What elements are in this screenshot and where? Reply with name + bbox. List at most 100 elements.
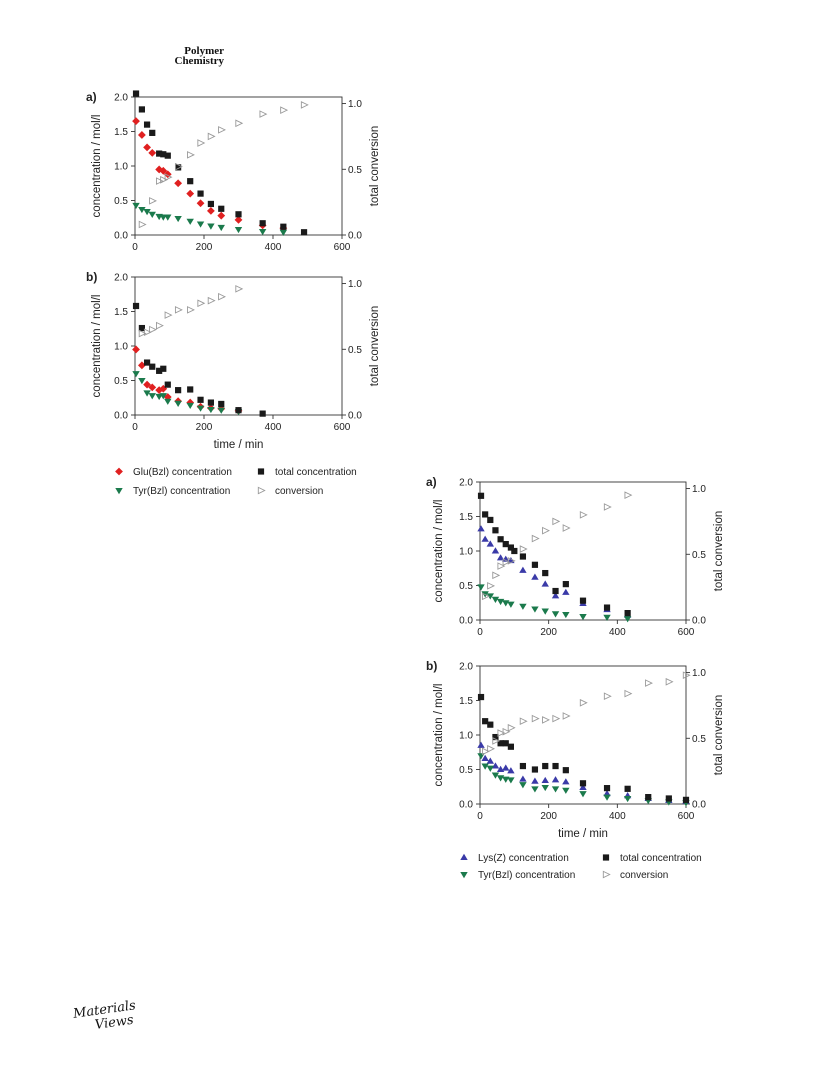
data-point	[502, 727, 511, 736]
data-point	[492, 571, 501, 580]
data-point	[551, 592, 560, 599]
data-point	[300, 229, 308, 236]
panel-b: b) 0.0 0.5 1.0 1.5 2.0 0.0 0.5 1.0 0 200 400 600 conc…	[426, 659, 725, 840]
y-tick-label: 0.0	[459, 616, 473, 627]
legend-label: Lys(Z) concentration	[478, 853, 569, 864]
data-point	[155, 321, 164, 330]
panel-label: a)	[86, 90, 97, 104]
y-tick-label: 1.5	[114, 127, 128, 138]
data-point	[187, 178, 194, 185]
legend-marker	[257, 468, 265, 475]
data-point	[541, 608, 549, 615]
data-point	[492, 733, 499, 741]
data-point	[186, 218, 194, 225]
data-point	[160, 175, 169, 184]
data-point	[187, 151, 195, 159]
x-tick-label: 0	[477, 627, 483, 638]
data-point	[552, 517, 561, 526]
data-point	[207, 200, 214, 208]
data-point	[487, 721, 494, 728]
data-point	[486, 765, 494, 772]
data-point	[486, 757, 494, 764]
data-point	[502, 541, 509, 548]
data-point	[174, 400, 182, 407]
data-point	[665, 795, 672, 802]
chart-figure-1: a) 0.0 0.5 1.0 1.5 2.0 0.0 0.5 1.0 0 200 400 600 conc…	[86, 90, 381, 497]
data-point	[502, 776, 510, 783]
data-point	[491, 596, 500, 603]
data-point	[164, 214, 172, 221]
data-point	[138, 220, 147, 229]
data-point	[562, 588, 570, 595]
data-point	[186, 189, 195, 198]
series-conversion	[482, 671, 691, 756]
data-point	[519, 553, 527, 560]
data-point	[164, 173, 173, 181]
y-tick-label: 2.0	[114, 93, 128, 104]
data-point	[492, 737, 501, 745]
data-point	[207, 132, 216, 141]
data-point	[174, 215, 182, 223]
data-point	[187, 386, 194, 393]
data-point	[487, 516, 494, 524]
data-point	[138, 361, 146, 370]
data-point	[218, 400, 225, 408]
legend: Lys(Z) concentration total concentration T…	[460, 853, 702, 881]
data-point	[562, 524, 571, 532]
data-point	[164, 152, 171, 159]
data-point	[519, 782, 527, 789]
data-point	[132, 302, 140, 310]
data-point	[603, 692, 612, 701]
series-tyr-bzl-concentration	[477, 753, 690, 807]
data-point	[235, 407, 242, 414]
data-point	[562, 778, 570, 785]
data-point	[155, 165, 164, 174]
data-point	[624, 689, 633, 698]
x-tick-label: 200	[196, 422, 213, 433]
x-tick-label: 200	[196, 242, 213, 253]
data-point	[143, 380, 151, 389]
data-point	[217, 224, 225, 232]
x-axis-title: time / min	[558, 828, 608, 840]
panel-b: b) 0.0 0.5 1.0 1.5 2.0 0.0 0.5 1.0 0 200 400 600 conc…	[86, 270, 381, 451]
data-point	[160, 365, 167, 372]
data-point	[207, 399, 214, 406]
data-point	[531, 786, 539, 793]
data-point	[196, 221, 205, 228]
data-point	[477, 525, 485, 532]
figure-lys-tyr: a) 0.0 0.5 1.0 1.5 2.0 0.0 0.5 1.0 0 200 400 600 conc…	[424, 473, 744, 893]
data-point	[159, 393, 167, 400]
series-tyr-bzl-concentration	[132, 202, 288, 236]
data-point	[207, 296, 216, 305]
data-point	[235, 119, 244, 128]
data-point	[477, 693, 485, 701]
data-point	[175, 164, 182, 171]
data-point	[149, 363, 156, 370]
x-tick-label: 600	[678, 811, 695, 822]
data-point	[196, 405, 205, 412]
data-point	[164, 311, 173, 319]
y2-tick-label: 0.0	[348, 411, 362, 422]
data-point	[665, 677, 674, 686]
y2-tick-label: 0.5	[348, 345, 362, 356]
data-point	[486, 540, 494, 547]
data-point	[280, 106, 289, 114]
data-point	[552, 714, 561, 723]
y-tick-label: 2.0	[114, 273, 128, 284]
data-point	[624, 491, 633, 499]
legend-marker	[257, 486, 266, 495]
data-point	[197, 139, 206, 147]
data-point	[482, 592, 490, 601]
data-point	[174, 306, 183, 314]
data-point	[487, 582, 496, 590]
data-point	[197, 396, 204, 403]
data-point	[492, 527, 499, 534]
y2-tick-label: 1.0	[692, 668, 706, 679]
panel-label: a)	[426, 475, 437, 489]
data-point	[579, 791, 587, 798]
y-tick-label: 2.0	[459, 662, 473, 673]
data-point	[482, 511, 489, 518]
journal-logo-line1: Polymer	[184, 45, 224, 57]
data-point	[132, 345, 140, 354]
data-point	[519, 717, 528, 726]
